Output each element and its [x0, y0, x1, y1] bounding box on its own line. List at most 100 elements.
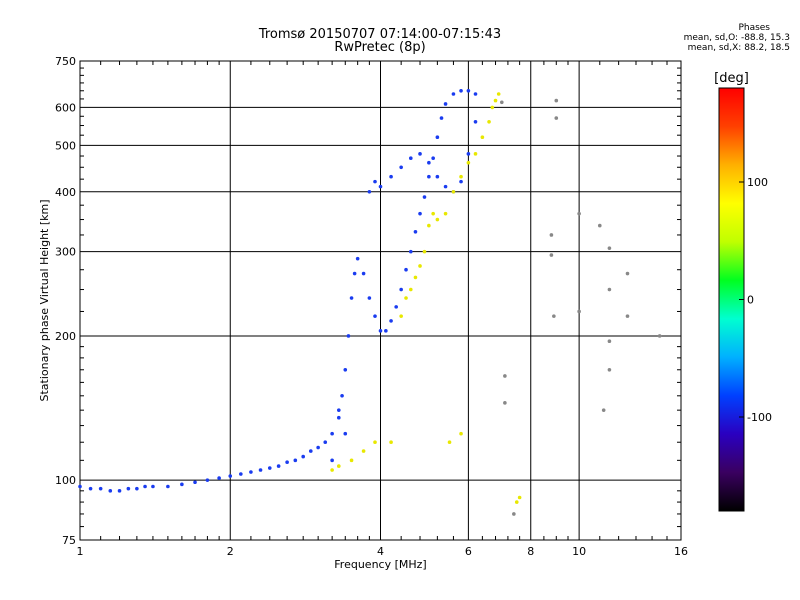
data-point [466, 88, 471, 93]
x-tick-label: 10 [572, 545, 586, 558]
data-point [361, 449, 366, 453]
data-point [98, 486, 103, 491]
data-point [384, 329, 388, 333]
y-tick-label: 200 [55, 330, 76, 343]
y-axis-title: Stationary phase Virtual Height [km] [38, 199, 51, 401]
data-point [517, 495, 522, 500]
y-tick-label: 750 [55, 55, 76, 68]
data-point [258, 468, 263, 472]
data-point [337, 415, 341, 420]
data-point [151, 484, 155, 489]
data-point [249, 470, 253, 474]
data-point [607, 287, 612, 292]
data-point [337, 464, 341, 468]
data-point [343, 431, 348, 436]
data-point [180, 482, 184, 487]
data-point [487, 119, 491, 124]
axis-labels: 1 2 4 6 8 10 16 75 100 200 300 400 500 600 750 Frequenc… [38, 55, 688, 571]
data-point [355, 256, 360, 261]
data-point [451, 189, 456, 194]
data-point [108, 489, 113, 493]
data-point [367, 296, 372, 300]
data-point [389, 174, 393, 179]
chart-subtitle: RwPretec (8p) [334, 40, 426, 55]
y-tick-label: 300 [55, 246, 76, 259]
data-point [399, 314, 403, 318]
data-point [459, 179, 463, 184]
data-point [549, 233, 554, 237]
data-point [473, 92, 478, 96]
data-points [78, 88, 662, 516]
data-point [193, 480, 197, 485]
data-point [439, 116, 444, 120]
data-point [422, 249, 427, 254]
data-point [330, 458, 334, 463]
data-point [459, 88, 463, 93]
data-point [431, 156, 435, 161]
data-point [496, 92, 501, 96]
y-tick-label: 500 [55, 139, 76, 152]
data-point [361, 271, 366, 276]
data-point [431, 211, 435, 216]
data-point [389, 319, 393, 323]
data-point [408, 156, 413, 161]
data-point [443, 102, 448, 106]
data-point [413, 229, 418, 234]
data-point [625, 314, 630, 318]
data-point [373, 314, 377, 318]
data-point [166, 484, 170, 489]
data-point [373, 440, 377, 445]
data-point [473, 119, 478, 124]
data-point [413, 275, 418, 280]
phase-stats-x-mode: mean, sd,X: 88.2, 18.5 [687, 43, 790, 53]
x-axis-title: Frequency [MHz] [334, 558, 426, 571]
data-point [78, 484, 82, 489]
data-point [427, 174, 431, 179]
data-point [443, 184, 448, 189]
data-point [316, 445, 320, 450]
data-point [126, 486, 131, 491]
data-point [293, 458, 298, 463]
data-point [394, 305, 398, 309]
data-point [625, 271, 630, 276]
data-point [399, 287, 403, 292]
data-point [435, 217, 440, 222]
data-point [554, 116, 559, 120]
data-point [323, 440, 328, 445]
data-point [466, 152, 471, 156]
data-point [427, 160, 431, 165]
data-point [330, 468, 334, 472]
data-point [352, 271, 357, 276]
y-tick-label: 400 [55, 186, 76, 199]
data-point [378, 329, 383, 333]
data-point [418, 211, 422, 216]
x-tick-label: 2 [227, 545, 234, 558]
x-tick-label: 6 [465, 545, 472, 558]
data-point [503, 401, 507, 405]
data-point [418, 264, 422, 268]
data-point [135, 486, 139, 491]
plot-frame [79, 60, 682, 541]
data-point [514, 500, 519, 504]
data-point [500, 100, 504, 105]
data-point [404, 296, 408, 300]
phase-stats-heading: Phases [738, 23, 770, 33]
data-point [301, 454, 305, 459]
data-point [443, 211, 448, 216]
x-tick-label: 8 [527, 545, 534, 558]
data-point [330, 431, 334, 436]
data-point [337, 408, 341, 412]
data-point [601, 408, 606, 412]
y-tick-label: 75 [62, 534, 76, 547]
colorbar-label: [deg] [714, 71, 749, 86]
data-point [447, 440, 452, 445]
data-point [490, 105, 495, 110]
data-point [239, 472, 243, 476]
phase-stats-o-mode: mean, sd,O: -88.8, 15.3 [683, 33, 790, 43]
data-point [607, 367, 612, 372]
data-point [422, 195, 427, 199]
data-point [657, 334, 662, 338]
data-point [459, 431, 463, 436]
data-point [88, 486, 93, 491]
